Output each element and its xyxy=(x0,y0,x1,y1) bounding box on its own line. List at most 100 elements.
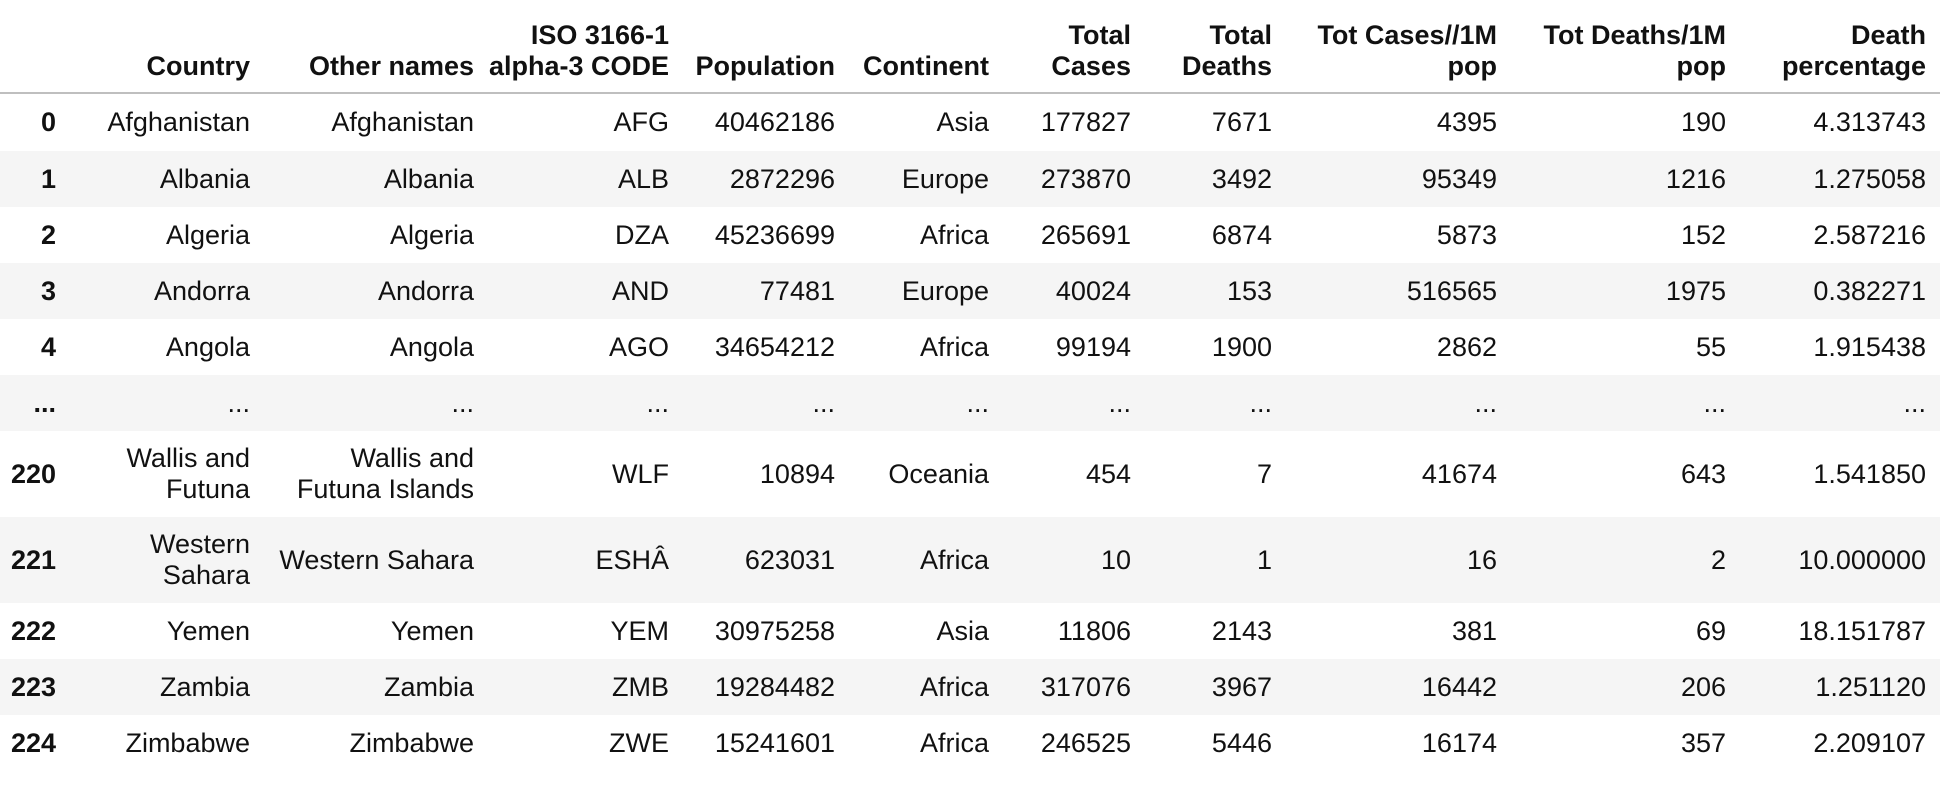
header-row: Country Other names ISO 3166-1 alpha-3 C… xyxy=(0,0,1940,93)
cell-iso-code: AND xyxy=(611,275,669,306)
cell-continent: Africa xyxy=(919,219,989,250)
cell-cases-per-million: 16 xyxy=(1466,544,1497,575)
cell-population: 45236699 xyxy=(714,219,835,250)
cell-total-deaths: 1900 xyxy=(1211,331,1272,362)
cell-total-cases: 11806 xyxy=(1057,615,1131,646)
table-row: 223 Zambia Zambia ZMB 19284482 Africa 31… xyxy=(0,659,1940,715)
cell-other-names: Andorra xyxy=(377,275,474,306)
cell-deaths-per-million: 152 xyxy=(1680,219,1726,250)
cell-continent: Oceania xyxy=(888,458,989,489)
cell-deaths-per-million: 206 xyxy=(1680,671,1726,702)
cell-population: 10894 xyxy=(759,458,835,489)
cell-cases-per-million: 5873 xyxy=(1436,219,1497,250)
row-index: 2 xyxy=(40,219,56,250)
cell-population: 40462186 xyxy=(714,107,835,137)
cell-deaths-per-million: 2 xyxy=(1710,544,1726,575)
cell-total-cases: ... xyxy=(1108,387,1131,418)
cell-total-deaths: 2143 xyxy=(1211,615,1272,646)
header-continent: Continent xyxy=(863,51,989,81)
cell-country: Western Sahara xyxy=(149,529,250,590)
cell-iso-code: ALB xyxy=(617,163,669,194)
cell-total-deaths: 3967 xyxy=(1211,671,1272,702)
cell-total-deaths: 6874 xyxy=(1211,219,1272,250)
cell-country: Algeria xyxy=(165,219,250,250)
table-row: 2 Algeria Algeria DZA 45236699 Africa 26… xyxy=(0,207,1940,263)
cell-cases-per-million: 95349 xyxy=(1421,163,1497,194)
cell-death-percentage: 4.313743 xyxy=(1813,107,1926,137)
cell-cases-per-million: 381 xyxy=(1451,615,1497,646)
cell-country: Albania xyxy=(159,163,250,194)
cell-continent: Africa xyxy=(919,331,989,362)
cell-country: Zambia xyxy=(159,671,250,702)
cell-total-deaths: ... xyxy=(1249,387,1272,418)
header-deaths-per-million: Tot Deaths/1M pop xyxy=(1543,20,1726,81)
cell-country: Wallis and Futuna xyxy=(126,443,250,504)
cell-country: Andorra xyxy=(153,275,250,306)
header-total-cases: Total Cases xyxy=(1051,20,1131,81)
cell-cases-per-million: 4395 xyxy=(1436,107,1497,137)
cell-iso-code: ESHÂ xyxy=(595,544,669,575)
cell-population: 2872296 xyxy=(729,163,835,194)
cell-total-deaths: 7 xyxy=(1256,458,1272,489)
cell-death-percentage: 1.275058 xyxy=(1813,163,1926,194)
cell-other-names: Western Sahara xyxy=(279,544,474,575)
cell-population: 623031 xyxy=(744,544,835,575)
cell-country: Afghanistan xyxy=(107,107,250,137)
cell-country: ... xyxy=(227,387,250,418)
cell-other-names: Zambia xyxy=(383,671,474,702)
cell-continent: ... xyxy=(966,387,989,418)
table-row: 221 Western Sahara Western Sahara ESHÂ 6… xyxy=(0,517,1940,603)
cell-total-deaths: 3492 xyxy=(1211,163,1272,194)
table-body: 0 Afghanistan Afghanistan AFG 40462186 A… xyxy=(0,93,1940,771)
cell-total-deaths: 153 xyxy=(1226,275,1272,306)
row-index: 224 xyxy=(10,727,56,758)
cell-deaths-per-million: 643 xyxy=(1680,458,1726,489)
cell-continent: Africa xyxy=(919,727,989,758)
cell-other-names: Wallis and Futuna Islands xyxy=(296,443,474,504)
cell-other-names: ... xyxy=(451,387,474,418)
header-population: Population xyxy=(695,51,835,81)
cell-population: 77481 xyxy=(759,275,835,306)
cell-total-deaths: 7671 xyxy=(1211,107,1272,137)
cell-other-names: Angola xyxy=(389,331,474,362)
cell-continent: Asia xyxy=(936,107,989,137)
cell-population: 15241601 xyxy=(714,727,835,758)
cell-total-cases: 40024 xyxy=(1055,275,1131,306)
table-row: 224 Zimbabwe Zimbabwe ZWE 15241601 Afric… xyxy=(0,715,1940,771)
cell-death-percentage: 2.209107 xyxy=(1813,727,1926,758)
cell-country: Yemen xyxy=(166,615,250,646)
header-index xyxy=(0,0,70,93)
row-index: 222 xyxy=(10,615,56,646)
cell-iso-code: AGO xyxy=(608,331,669,362)
cell-iso-code: ... xyxy=(646,387,669,418)
table-row-ellipsis: ... ... ... ... ... ... ... ... ... ... … xyxy=(0,375,1940,431)
cell-total-deaths: 5446 xyxy=(1211,727,1272,758)
cell-cases-per-million: 16442 xyxy=(1421,671,1497,702)
cell-iso-code: AFG xyxy=(613,107,669,137)
cell-total-cases: 454 xyxy=(1085,458,1131,489)
cell-population: 34654212 xyxy=(714,331,835,362)
table-header: Country Other names ISO 3166-1 alpha-3 C… xyxy=(0,0,1940,93)
table-row: 4 Angola Angola AGO 34654212 Africa 9919… xyxy=(0,319,1940,375)
cell-cases-per-million: 16174 xyxy=(1421,727,1497,758)
cell-iso-code: ZWE xyxy=(609,727,669,758)
cell-death-percentage: ... xyxy=(1903,387,1926,418)
cell-total-cases: 273870 xyxy=(1040,163,1131,194)
cell-total-cases: 265691 xyxy=(1040,219,1131,250)
cell-death-percentage: 1.251120 xyxy=(1815,671,1926,702)
row-index: ... xyxy=(33,387,56,418)
cell-total-cases: 177827 xyxy=(1040,107,1131,137)
cell-death-percentage: 2.587216 xyxy=(1813,219,1926,250)
cell-other-names: Algeria xyxy=(389,219,474,250)
cell-deaths-per-million: 55 xyxy=(1695,331,1726,362)
header-country: Country xyxy=(146,51,251,81)
cell-deaths-per-million: ... xyxy=(1703,387,1726,418)
cell-deaths-per-million: 1975 xyxy=(1665,275,1726,306)
cell-cases-per-million: ... xyxy=(1474,387,1497,418)
header-iso-code: ISO 3166-1 alpha-3 CODE xyxy=(488,20,669,81)
cell-deaths-per-million: 69 xyxy=(1695,615,1726,646)
cell-other-names: Yemen xyxy=(390,615,474,646)
table-row: 220 Wallis and Futuna Wallis and Futuna … xyxy=(0,431,1940,517)
cell-population: ... xyxy=(812,387,835,418)
